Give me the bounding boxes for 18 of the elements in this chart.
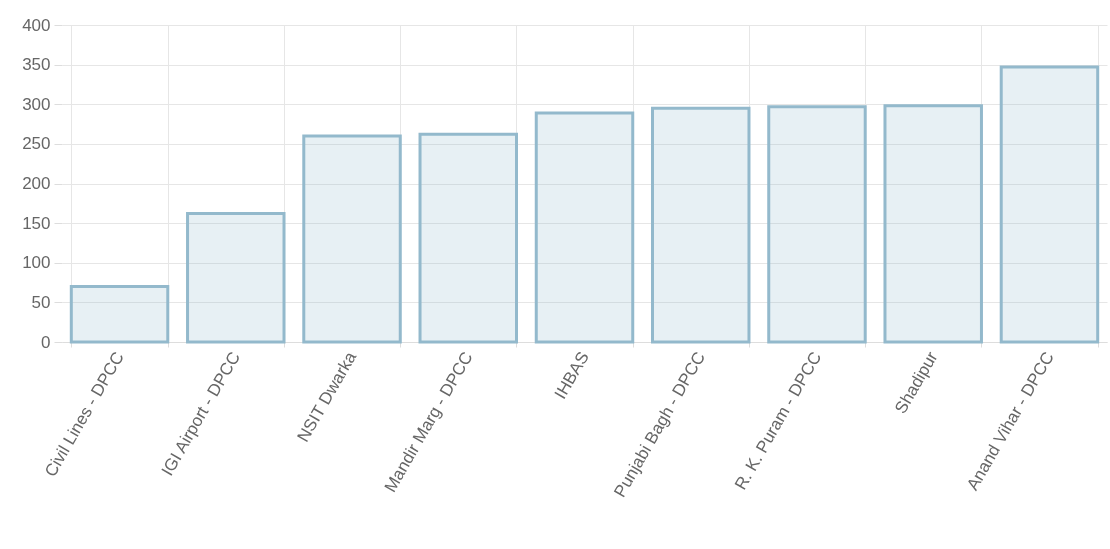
bar [999,65,1100,344]
y-tick-label: 50 [31,292,51,312]
bar [534,111,635,344]
bar [767,105,867,344]
y-tick-label: 300 [22,94,51,114]
y-tick-label: 0 [41,332,51,352]
y-tick-label: 150 [22,213,51,233]
y-tick-label: 100 [22,253,51,273]
bar [186,212,286,344]
y-tick-label: 250 [22,134,51,154]
y-tick-label: 350 [22,55,51,75]
bar [883,104,983,344]
bar [69,285,170,344]
bar [418,132,518,344]
bar [302,134,402,344]
y-tick-label: 200 [22,174,51,193]
bar [651,106,751,344]
y-tick-label: 400 [22,15,51,35]
